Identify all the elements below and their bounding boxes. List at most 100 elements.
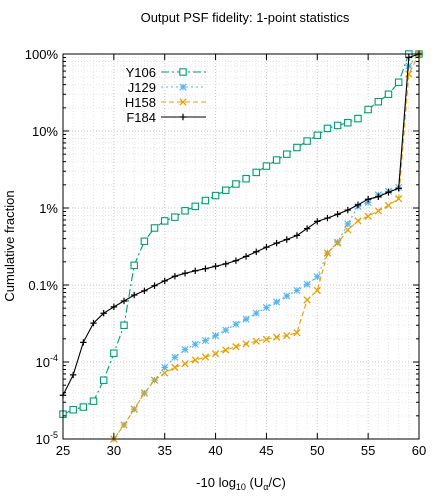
data-point	[374, 97, 383, 106]
point-star	[191, 340, 199, 348]
data-point	[69, 405, 77, 414]
data-point	[323, 124, 332, 133]
point-plus	[385, 189, 392, 196]
point-star	[181, 345, 189, 354]
point-square	[201, 196, 210, 205]
point-plus	[100, 310, 107, 317]
point-cross	[179, 98, 187, 106]
data-point	[272, 156, 281, 164]
point-star	[252, 309, 260, 317]
legend-entry: H158	[125, 95, 206, 110]
x-tick-label: 30	[107, 443, 121, 458]
data-point	[232, 180, 240, 188]
data-point	[242, 340, 250, 348]
data-point	[384, 90, 393, 99]
point-plus	[324, 214, 331, 222]
data-point	[364, 196, 372, 203]
point-cross	[354, 217, 362, 225]
point-square	[191, 202, 199, 211]
point-cross	[364, 212, 372, 220]
data-point	[151, 282, 158, 289]
data-point	[273, 239, 280, 247]
point-square	[99, 376, 108, 384]
data-point	[191, 202, 199, 211]
data-point	[283, 150, 291, 158]
data-point	[90, 319, 97, 327]
data-point	[232, 257, 240, 264]
y-tick-label-exponent: -5	[50, 430, 58, 440]
point-plus	[232, 257, 240, 264]
data-point	[191, 340, 199, 348]
data-point	[120, 321, 128, 330]
data-point	[140, 389, 149, 397]
legend-entry: J129	[128, 80, 206, 95]
point-cross	[262, 335, 271, 343]
point-star	[232, 320, 240, 328]
point-plus	[263, 243, 270, 251]
data-point	[395, 185, 402, 192]
x-axis-label-part: (U	[246, 475, 263, 490]
point-plus	[242, 253, 250, 260]
data-point	[344, 206, 351, 214]
point-square	[120, 321, 128, 330]
point-star	[211, 332, 220, 340]
point-plus	[293, 232, 301, 239]
point-cross	[120, 421, 128, 429]
point-plus	[69, 371, 77, 379]
x-tick-label: 45	[259, 443, 273, 458]
data-point	[232, 320, 240, 328]
data-point	[283, 331, 291, 340]
data-point	[394, 195, 403, 203]
x-axis-label-part: /C)	[268, 475, 285, 490]
x-tick-label: 25	[56, 443, 70, 458]
point-plus	[131, 291, 138, 299]
plot-frame	[62, 53, 420, 440]
point-square	[179, 68, 187, 76]
data-point	[354, 217, 362, 225]
point-cross	[405, 70, 413, 78]
point-cross	[323, 249, 332, 257]
point-cross	[171, 363, 179, 372]
data-point	[333, 121, 342, 130]
point-plus	[395, 185, 402, 192]
data-point	[161, 369, 169, 377]
data-point	[293, 143, 301, 152]
point-cross	[211, 350, 220, 358]
point-square	[303, 137, 311, 145]
point-star	[242, 315, 250, 323]
point-plus	[283, 236, 290, 243]
point-star	[201, 336, 209, 345]
y-tick-label: 10-4	[36, 353, 58, 370]
legend-label: F184	[126, 110, 156, 125]
data-point	[130, 405, 138, 413]
point-cross	[252, 337, 260, 345]
data-point	[334, 211, 341, 218]
series-h158	[110, 50, 423, 443]
data-point	[140, 237, 149, 245]
data-point	[161, 277, 168, 285]
data-point	[110, 303, 118, 311]
data-point	[344, 226, 352, 234]
y-tick-label: 100%	[25, 47, 59, 62]
data-point	[273, 298, 281, 306]
point-cross	[394, 195, 403, 203]
point-star	[283, 292, 291, 300]
x-tick-label: 50	[310, 443, 324, 458]
point-plus	[375, 193, 382, 200]
data-point	[262, 335, 271, 343]
data-point	[313, 131, 322, 140]
point-square	[150, 224, 159, 232]
chart-title: Output PSF fidelity: 1-point statistics	[141, 10, 350, 25]
point-star	[364, 198, 372, 207]
point-star	[161, 363, 169, 372]
point-cross	[150, 376, 159, 384]
data-point	[375, 193, 382, 200]
data-point	[283, 236, 290, 243]
point-square	[140, 237, 149, 245]
data-point	[171, 353, 179, 361]
y-tick-label: 10%	[32, 124, 58, 139]
data-point	[303, 280, 311, 288]
data-point	[179, 68, 187, 76]
point-star	[405, 62, 413, 70]
